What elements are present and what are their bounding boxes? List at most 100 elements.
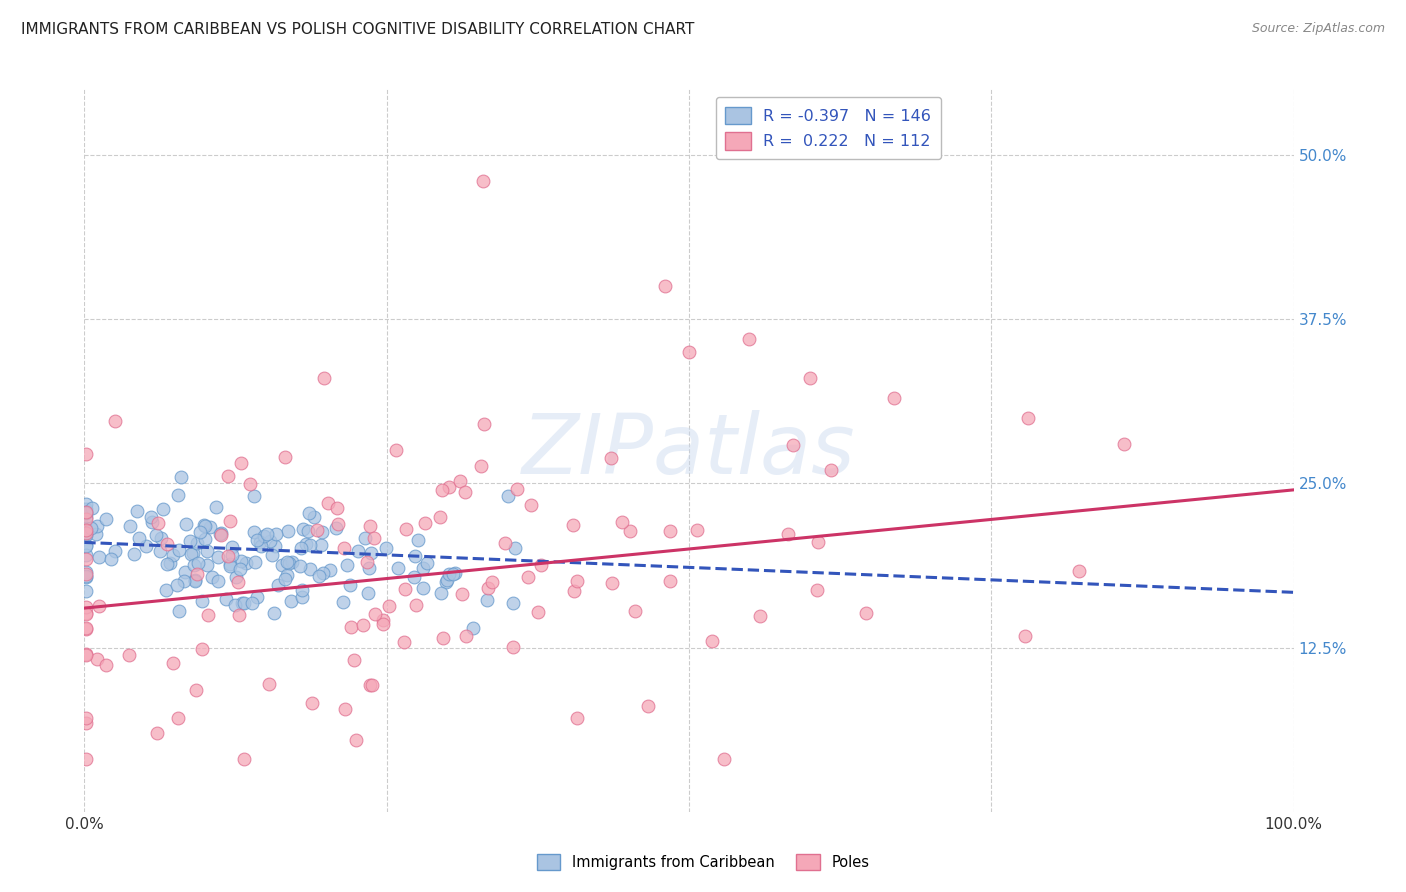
Point: [75, 583, 97, 598]
Point: [404, 549, 426, 564]
Point: [219, 514, 242, 528]
Point: [186, 683, 208, 698]
Point: [262, 548, 284, 562]
Point: [145, 726, 167, 740]
Point: [198, 519, 221, 533]
Point: [807, 535, 830, 549]
Point: [173, 574, 195, 589]
Point: [246, 533, 269, 547]
Point: [145, 528, 167, 542]
Point: [776, 527, 799, 541]
Point: [1114, 437, 1136, 451]
Point: [477, 581, 499, 595]
Point: [748, 608, 770, 623]
Point: [883, 391, 905, 405]
Point: [562, 518, 585, 533]
Point: [169, 543, 191, 558]
Point: [243, 524, 266, 539]
Point: [439, 566, 461, 581]
Point: [75, 539, 97, 553]
Point: [385, 443, 408, 458]
Point: [274, 450, 297, 465]
Point: [453, 484, 475, 499]
Point: [437, 480, 460, 494]
Point: [118, 519, 141, 533]
Point: [328, 516, 350, 531]
Point: [432, 632, 454, 646]
Point: [347, 543, 370, 558]
Point: [291, 590, 314, 604]
Legend: R = -0.397   N = 146, R =  0.222   N = 112: R = -0.397 N = 146, R = 0.222 N = 112: [716, 97, 941, 159]
Point: [496, 490, 519, 504]
Point: [619, 524, 641, 538]
Point: [75, 600, 97, 615]
Point: [156, 557, 179, 571]
Point: [221, 548, 243, 562]
Point: [610, 515, 633, 529]
Point: [184, 573, 207, 587]
Point: [502, 596, 524, 610]
Point: [263, 539, 285, 553]
Point: [243, 555, 266, 569]
Point: [75, 501, 97, 516]
Point: [118, 648, 141, 663]
Point: [191, 641, 214, 656]
Point: [166, 711, 188, 725]
Point: [325, 520, 347, 534]
Point: [205, 500, 228, 514]
Point: [96, 657, 118, 672]
Point: [194, 533, 217, 547]
Point: [195, 544, 218, 558]
Point: [332, 594, 354, 608]
Point: [146, 516, 169, 530]
Point: [207, 574, 229, 588]
Point: [170, 469, 193, 483]
Point: [75, 521, 97, 535]
Point: [75, 569, 97, 583]
Point: [186, 536, 208, 550]
Point: [344, 732, 367, 747]
Point: [139, 509, 162, 524]
Point: [430, 586, 453, 600]
Point: [245, 590, 267, 604]
Point: [150, 531, 173, 545]
Point: [312, 371, 335, 385]
Point: [242, 490, 264, 504]
Point: [449, 474, 471, 488]
Point: [738, 332, 761, 346]
Point: [624, 604, 647, 618]
Point: [806, 582, 828, 597]
Point: [240, 597, 263, 611]
Point: [82, 501, 104, 516]
Point: [75, 607, 97, 622]
Point: [1067, 565, 1090, 579]
Point: [343, 653, 366, 667]
Point: [567, 574, 589, 588]
Point: [84, 526, 107, 541]
Point: [231, 554, 253, 568]
Point: [311, 525, 333, 540]
Point: [201, 570, 224, 584]
Point: [318, 496, 340, 510]
Point: [506, 482, 529, 496]
Point: [412, 561, 434, 575]
Point: [207, 549, 229, 564]
Point: [231, 596, 253, 610]
Point: [122, 547, 145, 561]
Point: [253, 529, 276, 543]
Point: [233, 596, 256, 610]
Point: [174, 517, 197, 532]
Point: [481, 575, 503, 590]
Point: [359, 678, 381, 692]
Point: [209, 528, 232, 542]
Point: [356, 555, 378, 569]
Point: [167, 604, 190, 618]
Point: [295, 537, 318, 551]
Point: [75, 505, 97, 519]
Point: [197, 607, 219, 622]
Point: [75, 711, 97, 725]
Point: [162, 548, 184, 562]
Point: [319, 563, 342, 577]
Point: [658, 524, 681, 538]
Point: [135, 539, 157, 553]
